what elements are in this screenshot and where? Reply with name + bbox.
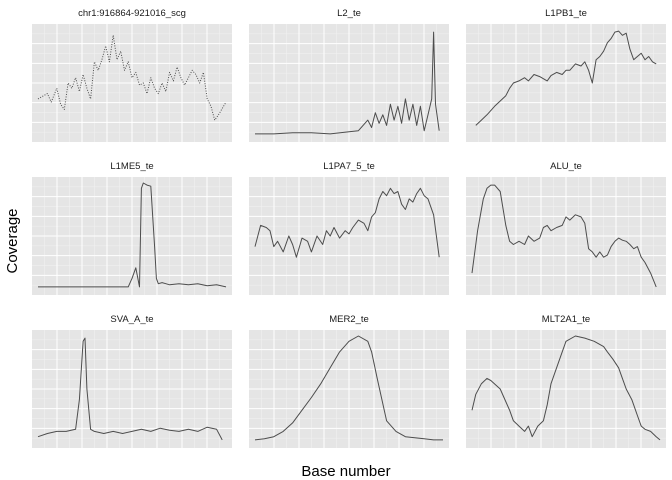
coverage-line [475,30,657,126]
facet-title: MER2_te [329,314,369,325]
coverage-line [471,184,657,288]
coverage-line [254,187,440,258]
coverage-line [254,335,443,441]
y-axis-label: Coverage [4,208,21,273]
x-axis-label: Base number [301,463,390,480]
facet-title: chr1:916864-921016_scg [78,8,186,19]
facet-title: MLT2A1_te [542,314,590,325]
facet-panel: SVA_A_te [32,314,232,448]
facet-title: L1PB1_te [545,8,587,19]
facet-title: L1ME5_te [110,161,153,172]
coverage-line [37,337,223,441]
facet-panel: ALU_te [466,161,666,295]
facet-title: L2_te [337,8,361,19]
facet-panels: chr1:916864-921016_scg L2_te L1PB1_te L1ME5… [32,8,666,448]
facet-panel: MER2_te [249,314,449,448]
facet-panel: MLT2A1_te [466,314,666,448]
coverage-line [255,31,440,135]
coverage-line [38,182,227,288]
coverage-line [37,34,227,121]
facet-panel: L1PB1_te [466,8,666,142]
facet-panel: L1PA7_5_te [249,161,449,295]
facet-title: SVA_A_te [110,314,153,325]
facet-panel: L1ME5_te [32,161,232,295]
facet-title: L1PA7_5_te [323,161,375,172]
coverage-line [471,335,661,441]
facet-panel: L2_te [249,8,449,142]
facet-title: ALU_te [550,161,582,172]
facet-panel: chr1:916864-921016_scg [32,8,232,142]
